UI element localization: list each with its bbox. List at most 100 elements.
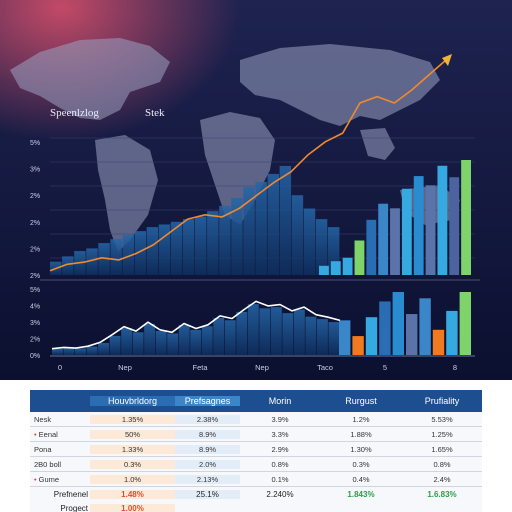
area-column [155,331,167,355]
table-row: Pona 1.33% 8.9% 2.9% 1.30% 1.65% [30,442,482,456]
table-cell: 1.30% [350,444,372,454]
top-y-axis: 5% 3% 2% 2% 2% 2% [30,140,40,280]
x-tick-label: Feta [192,363,208,372]
area-column [170,221,183,275]
area-column [293,309,305,355]
row-label-text: Eenal [38,429,58,439]
row-label: • Eenal [30,430,90,439]
area-column [255,181,267,275]
table-footer-row: Prefnenel 1.48% 25.1% 2.240% 1.843% 1.6.83% [30,487,482,501]
row-label-text: Nesk [34,414,52,424]
table-cell: 8.9% [175,444,240,454]
bar [413,176,424,275]
x-tick-label: Nep [255,363,269,372]
table-cell: 3.3% [271,429,289,439]
area-column [247,304,259,355]
y-tick-label: 0% [30,353,40,360]
area-column [201,326,213,355]
table-cell: 0.8% [433,459,451,469]
table-cell: 0.3% [90,459,175,469]
bar [432,329,445,355]
bottom-x-axis: 0 Nep Feta Nep Taco 5 8 [58,363,457,372]
area-column [267,173,279,275]
table-cell: 0.4% [352,474,370,484]
area-column [243,187,255,275]
x-tick-label: Taco [317,363,333,372]
bar [379,301,391,355]
area-column [132,332,144,355]
series-line [51,300,341,350]
footer-cell: 1.00% [90,503,175,512]
table-cell: 1.65% [431,444,453,454]
row-label-text: 2B0 boll [34,459,62,469]
area-column [315,219,328,275]
y-tick-label: 2% [30,246,40,253]
footer-label: Progect [60,503,88,512]
bar [406,314,418,355]
bar [365,317,378,355]
y-tick-label: 5% [30,287,40,294]
bar [390,208,400,275]
row-separator [30,441,482,442]
area-column [158,224,171,275]
y-tick-label: 2% [30,220,40,227]
top-line-series [49,54,452,272]
table-row: • Eenal 50% 8.9% 3.3% 1.88% 1.25% [30,427,482,441]
x-tick-label: 5 [383,363,387,372]
table-cell: 1.2% [352,414,370,424]
row-label: 2B0 boll [30,460,90,469]
area-column [109,335,121,355]
y-tick-label: 2% [30,337,40,344]
header-cell: Prufiality [424,396,460,406]
bullet-icon: • [34,474,37,484]
top-area-series [50,165,340,275]
table-cell: 2.0% [175,459,240,469]
area-column [75,348,86,355]
area-column [63,347,75,355]
area-column [62,256,74,275]
bar [330,261,341,275]
table-cell: 2.9% [271,444,289,454]
row-separator [30,426,482,427]
table-cell: 2.13% [175,474,240,484]
footer-cell: 1.48% [90,489,175,499]
area-column [259,308,271,355]
series-line [49,59,447,272]
footer-cell: 2.240% [266,489,294,499]
area-column [195,216,207,275]
y-tick-label: 2% [30,273,40,280]
area-column [86,346,98,355]
bottom-area-series [52,304,340,355]
table-cell: 2.38% [175,414,240,424]
bar [449,177,460,275]
area-column [98,343,109,355]
area-column [303,208,316,275]
bar [459,292,471,355]
table-body: Nesk 1.35% 2.38% 3.9% 1.2% 5.53% • Eenal 50% 8.9%… [30,412,482,512]
area-column [279,165,292,275]
area-column [178,325,190,355]
bottom-line-series [51,300,341,350]
footer-cell: 1.6.83% [427,489,457,499]
area-column [167,333,179,355]
area-column [110,239,122,275]
area-column [219,205,231,275]
table-cell: 2.4% [433,474,451,484]
x-tick-label: Nep [118,363,132,372]
footer-cell: 1.843% [347,489,375,499]
table-cell: 3.9% [271,414,289,424]
area-column [146,227,159,275]
table-cell: 0.3% [352,459,370,469]
area-column [236,311,248,355]
bottom-bar-series [339,292,471,355]
table-header: Houvbrldorg Prefsagnes Morin Rurgust Pru… [30,390,482,412]
table-cell: 8.9% [175,429,240,439]
data-table: Houvbrldorg Prefsagnes Morin Rurgust Pru… [30,390,482,512]
row-separator [30,471,482,472]
area-column [270,307,282,355]
bar [366,219,377,275]
area-column [182,219,195,275]
table-cell: 1.0% [90,474,175,484]
